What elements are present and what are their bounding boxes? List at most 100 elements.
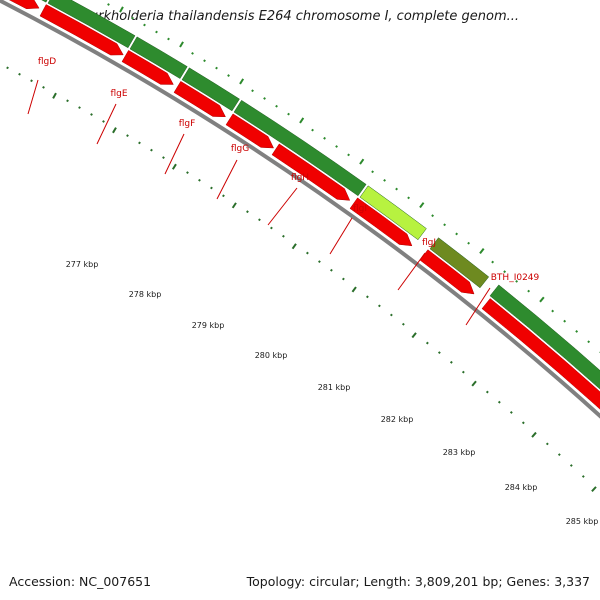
scale-major-tick	[291, 243, 297, 250]
forward-gene-block[interactable]	[359, 185, 427, 241]
minor-tick	[191, 52, 194, 55]
minor-tick	[491, 260, 495, 264]
tick-layer: 277 kbp 278 kbp 279 kbp 280 kbp 281 kbp 282 k…	[6, 3, 600, 526]
scale-label: 280 kbp	[255, 351, 288, 360]
minor-tick	[227, 74, 230, 77]
minor-tick	[395, 187, 398, 191]
backbone-layer	[0, 0, 600, 419]
minor-tick	[407, 196, 410, 200]
minor-tick	[551, 309, 555, 313]
major-tick	[119, 6, 124, 13]
reverse-gene-arrow[interactable]	[121, 50, 174, 85]
forward-gene-block[interactable]	[233, 99, 367, 197]
scale-label: 278 kbp	[129, 290, 162, 299]
scale-minor-tick	[545, 442, 549, 446]
scale-label: 283 kbp	[443, 448, 476, 457]
scale-minor-tick	[282, 234, 285, 238]
gene-label-leader	[397, 252, 426, 291]
major-tick	[179, 41, 184, 48]
major-tick	[239, 78, 245, 85]
forward-gene-block[interactable]	[181, 67, 240, 112]
scale-minor-tick	[186, 171, 189, 174]
gene-label[interactable]: flgH	[291, 173, 309, 183]
minor-tick	[515, 279, 519, 283]
gene-label[interactable]: flgF	[179, 119, 196, 129]
scale-minor-tick	[389, 313, 393, 317]
reverse-gene-arrow[interactable]	[225, 113, 274, 149]
minor-tick	[371, 170, 374, 174]
minor-tick	[431, 214, 435, 218]
gene-label-leader	[164, 133, 185, 175]
scale-minor-tick	[342, 277, 345, 281]
scale-minor-tick	[377, 304, 381, 308]
scale-major-tick	[471, 380, 477, 387]
minor-tick	[143, 23, 146, 27]
gene-label[interactable]: flgG	[231, 144, 249, 154]
gene-label[interactable]: BTH_I0249	[491, 273, 540, 283]
minor-tick	[587, 340, 591, 344]
scale-major-tick	[231, 202, 237, 209]
gene-label-leader	[267, 187, 298, 226]
scale-minor-tick	[461, 370, 465, 374]
minor-tick	[467, 241, 471, 245]
minor-tick	[527, 289, 531, 293]
gene-label-leader	[216, 159, 238, 200]
scale-minor-tick	[126, 134, 129, 138]
minor-tick	[203, 59, 206, 63]
genome-backbone	[0, 0, 600, 419]
scale-minor-tick	[437, 351, 441, 355]
gene-label-layer: flgD flgE flgF flgG flgH flgI flgJ BTH_I0249	[27, 57, 540, 326]
reverse-gene-arrow[interactable]	[0, 0, 40, 10]
scale-minor-tick	[318, 260, 321, 264]
scale-minor-tick	[557, 453, 561, 457]
minor-tick	[455, 232, 459, 236]
scale-minor-tick	[66, 99, 69, 103]
reverse-gene-arrow[interactable]	[349, 197, 413, 247]
gene-label[interactable]: flgI	[353, 204, 367, 214]
gene-label[interactable]: flgD	[38, 57, 56, 67]
minor-tick	[263, 97, 266, 100]
reverse-gene-arrow[interactable]	[419, 249, 475, 295]
gene-label[interactable]: flgJ	[422, 238, 436, 248]
minor-tick	[311, 128, 314, 132]
scale-major-tick	[531, 431, 537, 438]
scale-minor-tick	[306, 251, 309, 255]
scale-major-tick	[171, 163, 177, 170]
major-tick	[419, 202, 425, 209]
scale-label: 277 kbp	[66, 260, 99, 269]
scale-major-tick	[411, 332, 417, 339]
scale-major-tick	[112, 127, 117, 134]
scale-minor-tick	[497, 400, 501, 404]
minor-tick	[167, 37, 170, 41]
scale-label: 285 kbp	[566, 517, 599, 526]
gene-label-leader	[329, 217, 353, 255]
forward-gene-block[interactable]	[429, 237, 490, 289]
reverse-gene-arrow[interactable]	[173, 81, 226, 118]
forward-gene-block[interactable]	[47, 0, 136, 49]
reverse-gene-arrow[interactable]	[481, 298, 600, 442]
gene-label[interactable]: flgE	[110, 89, 127, 99]
scale-minor-tick	[509, 411, 513, 414]
major-tick	[539, 296, 545, 303]
scale-minor-tick	[42, 85, 45, 89]
forward-gene-block[interactable]	[489, 284, 600, 425]
scale-minor-tick	[150, 148, 153, 152]
scale-minor-tick	[425, 341, 429, 345]
minor-tick	[563, 319, 567, 323]
minor-tick	[131, 16, 134, 20]
scale-major-tick	[351, 286, 357, 293]
scale-minor-tick	[222, 194, 225, 198]
scale-minor-tick	[78, 106, 81, 109]
gene-label-leader	[465, 287, 491, 326]
scale-label: 284 kbp	[505, 483, 538, 492]
scale-minor-tick	[485, 390, 489, 394]
minor-tick	[275, 104, 278, 108]
gene-label-leader	[96, 103, 117, 145]
major-tick	[479, 248, 485, 255]
forward-gene-block[interactable]	[129, 36, 188, 79]
scale-minor-tick	[138, 141, 141, 145]
forward-gene-block[interactable]	[0, 0, 53, 3]
reverse-gene-arrow[interactable]	[271, 143, 351, 201]
minor-tick	[215, 66, 218, 70]
reverse-gene-arrow[interactable]	[39, 4, 124, 56]
